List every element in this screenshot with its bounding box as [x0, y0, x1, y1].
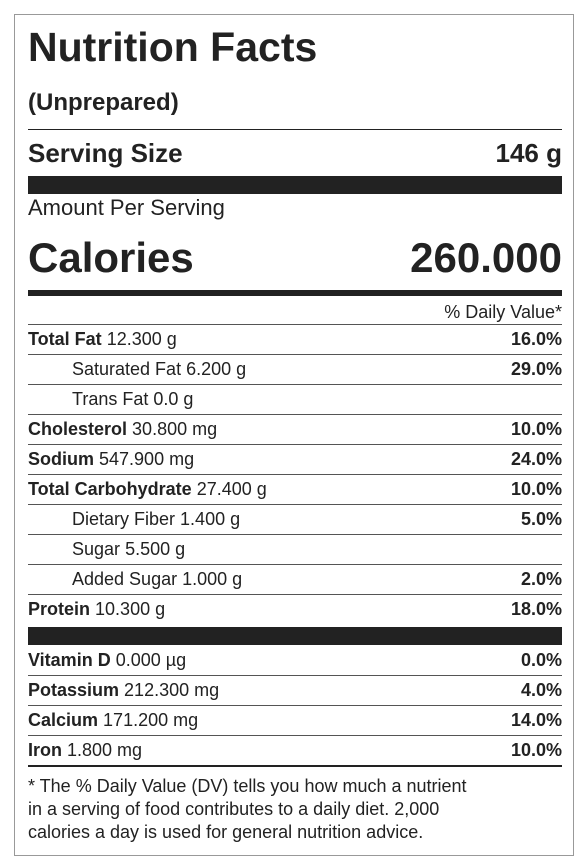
nutrient-label: Sugar 5.500 g	[28, 539, 185, 560]
nutrient-amount: 30.800 mg	[132, 419, 218, 439]
nutrient-label: Sodium 547.900 mg	[28, 449, 194, 470]
nutrient-name: Calcium	[28, 710, 99, 730]
nutrient-label: Cholesterol 30.800 mg	[28, 419, 217, 440]
subtitle: (Unprepared)	[28, 89, 179, 116]
nutrient-dv: 4.0%	[520, 680, 562, 700]
serving-label: Serving Size	[28, 137, 183, 168]
nutrient-row: Added Sugar 1.000 g 2.0%	[28, 564, 562, 594]
nutrient-row: Total Carbohydrate 27.400 g 10.0%	[28, 474, 562, 504]
medium-rule	[28, 290, 562, 296]
nutrient-row: Vitamin D 0.000 µg 0.0%	[28, 645, 562, 675]
nutrient-dv: 2.0%	[520, 569, 562, 589]
nutrient-label: Potassium 212.300 mg	[28, 680, 219, 701]
footnote-line: calories a day is used for general nutri…	[28, 822, 424, 842]
nutrient-row: Saturated Fat 6.200 g 29.0%	[28, 354, 562, 384]
nutrient-label: Added Sugar 1.000 g	[28, 569, 242, 590]
nutrient-name: Protein	[28, 599, 91, 619]
nutrient-dv: 24.0%	[510, 449, 562, 469]
nutrient-amount: 1.000 g	[182, 569, 243, 589]
rule	[28, 765, 562, 767]
nutrient-amount: 1.800 mg	[67, 740, 143, 760]
nutrient-amount: 0.000 µg	[115, 649, 187, 670]
nutrient-amount: 1.400 g	[180, 509, 241, 529]
nutrient-row: Total Fat 12.300 g 16.0%	[28, 324, 562, 354]
nutrient-name: Dietary Fiber	[72, 509, 176, 529]
nutrient-name: Iron	[28, 740, 62, 760]
nutrient-amount: 0.0 g	[153, 389, 194, 409]
nutrient-name: Sodium	[28, 449, 94, 469]
nutrient-amount: 212.300 mg	[124, 680, 220, 700]
nutrient-row: Cholesterol 30.800 mg 10.0%	[28, 414, 562, 444]
calories-label: Calories	[28, 234, 194, 281]
nutrient-label: Saturated Fat 6.200 g	[28, 359, 246, 380]
label-frame	[14, 14, 574, 856]
nutrient-name: Added Sugar	[72, 569, 178, 589]
nutrient-name: Total Fat	[28, 329, 102, 349]
nutrient-row: Protein 10.300 g 18.0%	[28, 594, 562, 624]
nutrient-dv: 10.0%	[510, 419, 562, 439]
nutrient-name: Saturated Fat	[72, 359, 182, 379]
nutrient-label: Protein 10.300 g	[28, 599, 165, 620]
thick-rule	[28, 176, 562, 194]
nutrient-label: Iron 1.800 mg	[28, 740, 142, 761]
nutrient-amount: 10.300 g	[95, 599, 166, 619]
footnote-line: * The % Daily Value (DV) tells you how m…	[28, 776, 467, 796]
nutrient-dv: 14.0%	[510, 710, 562, 730]
calories: Calories 260.000	[28, 232, 562, 284]
calories-value: 260.000	[410, 234, 562, 281]
footnote: * The % Daily Value (DV) tells you how m…	[28, 775, 562, 844]
nutrient-row: Sodium 547.900 mg 24.0%	[28, 444, 562, 474]
nutrient-dv: 10.0%	[510, 479, 562, 499]
nutrient-name: Total Carbohydrate	[28, 479, 192, 499]
nutrient-amount: 27.400 g	[196, 479, 267, 499]
footnote-line: in a serving of food contributes to a da…	[28, 799, 440, 819]
vitamin-list: Vitamin D 0.000 µg 0.0% Potassium 212.300 …	[28, 645, 562, 765]
nutrient-label: Total Fat 12.300 g	[28, 329, 177, 350]
nutrient-dv: 16.0%	[510, 329, 562, 349]
nutrient-amount: 547.900 mg	[99, 449, 195, 469]
rule	[28, 129, 562, 130]
nutrient-name: Trans Fat	[72, 389, 149, 409]
nutrient-name: Sugar	[72, 539, 121, 559]
nutrient-row: Dietary Fiber 1.400 g 5.0%	[28, 504, 562, 534]
nutrient-amount: 12.300 g	[106, 329, 177, 349]
nutrient-row: Calcium 171.200 mg 14.0%	[28, 705, 562, 735]
nutrient-label: Calcium 171.200 mg	[28, 710, 198, 731]
nutrient-list: Total Fat 12.300 g 16.0% Saturated Fat 6.2…	[28, 324, 562, 624]
nutrient-amount: 171.200 mg	[103, 710, 199, 730]
nutrient-label: Dietary Fiber 1.400 g	[28, 509, 240, 530]
nutrient-row: Iron 1.800 mg 10.0%	[28, 735, 562, 765]
nutrient-name: Potassium	[28, 680, 120, 700]
title: Nutrition Facts	[28, 24, 318, 70]
nutrient-name: Cholesterol	[28, 419, 128, 439]
nutrient-dv: 10.0%	[510, 740, 562, 760]
nutrient-dv: 18.0%	[510, 599, 562, 619]
nutrient-dv: 5.0%	[520, 509, 562, 529]
nutrient-row: Potassium 212.300 mg 4.0%	[28, 675, 562, 705]
serving-value: 146 g	[495, 137, 563, 168]
nutrient-row: Sugar 5.500 g	[28, 534, 562, 564]
daily-value-header: % Daily Value*	[444, 302, 562, 322]
nutrient-row: Trans Fat 0.0 g	[28, 384, 562, 414]
nutrient-label: Trans Fat 0.0 g	[28, 389, 193, 410]
nutrient-label: Vitamin D 0.000 µg	[28, 650, 186, 671]
nutrient-dv: 29.0%	[510, 359, 562, 379]
thick-rule	[28, 627, 562, 645]
nutrient-dv: 0.0%	[520, 649, 562, 670]
nutrient-label: Total Carbohydrate 27.400 g	[28, 479, 267, 500]
nutrient-amount: 6.200 g	[186, 359, 247, 379]
nutrient-amount: 5.500 g	[125, 539, 186, 559]
nutrient-name: Vitamin D	[28, 649, 111, 670]
serving-size: Serving Size 146 g	[28, 136, 562, 170]
amount-per-serving: Amount Per Serving	[28, 195, 225, 220]
